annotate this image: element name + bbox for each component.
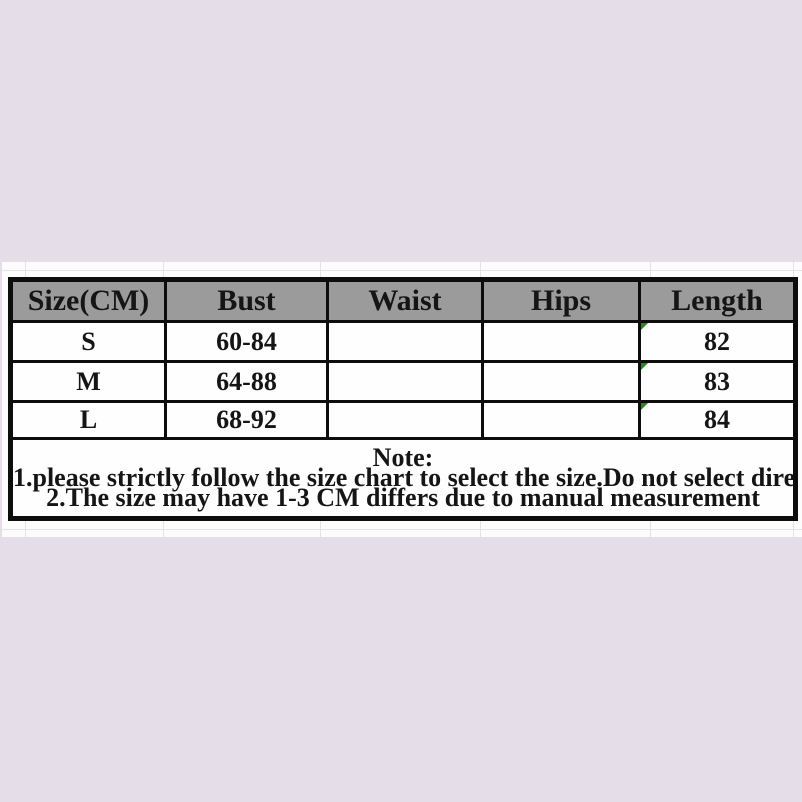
cell-bust: 68-92 [164,400,329,440]
cell-waist [326,320,484,363]
note-line-2: 2.The size may have 1-3 CM differs due t… [46,483,760,512]
cell-hips [481,320,641,363]
cell-waist [326,400,484,440]
col-header-size: Size(CM) [9,278,167,323]
cell-size: S [9,320,167,363]
note-block: Note: 1.please strictly follow the size … [9,437,797,520]
excel-flag-triangle-icon [642,364,648,370]
excel-flag-triangle-icon [642,324,648,330]
col-header-hips: Hips [481,278,641,323]
grid-line [2,270,802,271]
col-header-bust: Bust [164,278,329,323]
note-line-1: 1.please strictly follow the size chart … [13,463,796,492]
cell-waist [326,360,484,403]
length-value: 82 [704,326,730,356]
spreadsheet-area: Size(CM) Bust Waist Hips Length S 60-84 … [2,262,802,537]
cell-length: 83 [638,360,797,403]
size-chart-table: Size(CM) Bust Waist Hips Length S 60-84 … [8,277,798,521]
cell-length: 82 [638,320,797,363]
header-row: Size(CM) Bust Waist Hips Length [9,278,797,323]
cell-size: L [9,400,167,440]
note-row: Note: 1.please strictly follow the size … [9,437,797,520]
table-row-s: S 60-84 82 [9,320,797,363]
table-row-l: L 68-92 84 [9,400,797,440]
col-header-length: Length [638,278,797,323]
cell-size: M [9,360,167,403]
note-title: Note: [372,443,434,472]
length-value: 84 [704,405,730,434]
cell-hips [481,360,641,403]
table-row-m: M 64-88 83 [9,360,797,403]
grid-line [2,529,802,530]
length-value: 83 [704,366,730,396]
cell-length: 84 [638,400,797,440]
cell-bust: 64-88 [164,360,329,403]
col-header-waist: Waist [326,278,484,323]
cell-hips [481,400,641,440]
excel-flag-triangle-icon [642,404,648,410]
cell-bust: 60-84 [164,320,329,363]
